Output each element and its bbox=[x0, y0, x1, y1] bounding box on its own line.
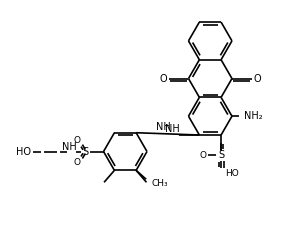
Text: O: O bbox=[253, 74, 261, 84]
Text: NH₂: NH₂ bbox=[244, 111, 263, 121]
Text: NH: NH bbox=[156, 122, 171, 132]
Text: CH₃: CH₃ bbox=[151, 179, 168, 188]
Text: NH: NH bbox=[62, 142, 77, 152]
Text: S: S bbox=[218, 150, 224, 161]
Text: O: O bbox=[74, 158, 81, 167]
Text: HO: HO bbox=[225, 169, 239, 178]
Text: O: O bbox=[74, 136, 81, 145]
Text: S: S bbox=[82, 147, 88, 157]
Text: HO: HO bbox=[16, 147, 31, 157]
Text: NH: NH bbox=[165, 124, 180, 134]
Text: O: O bbox=[200, 151, 207, 160]
Text: O: O bbox=[160, 74, 167, 84]
